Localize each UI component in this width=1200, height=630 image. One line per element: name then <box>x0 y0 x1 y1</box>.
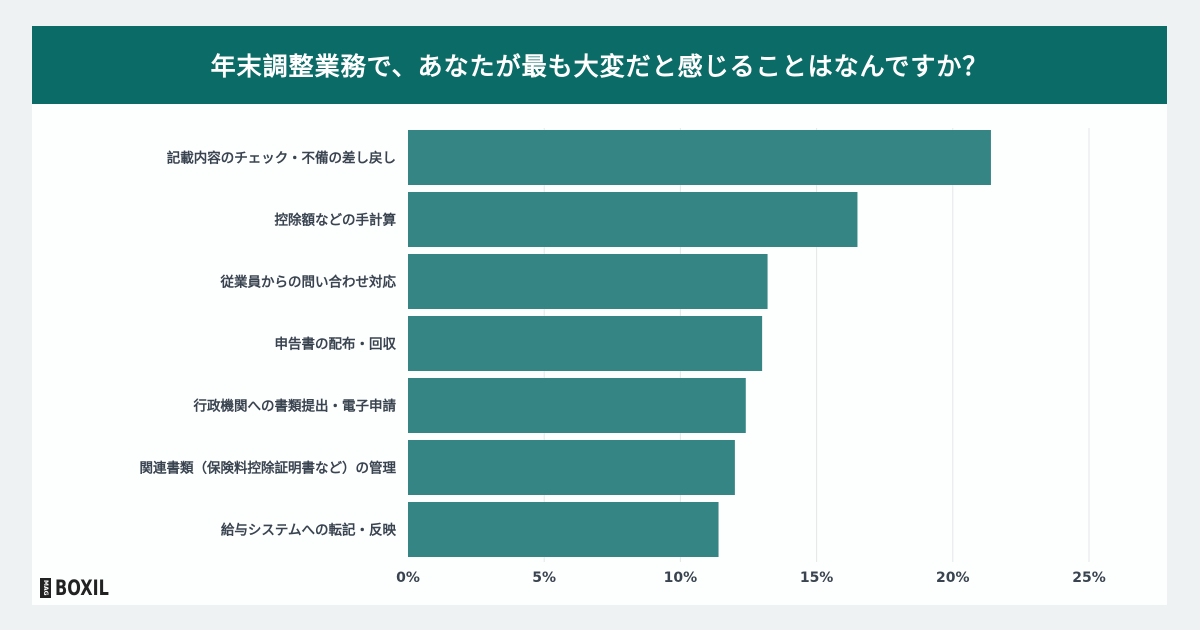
category-label: 従業員からの問い合わせ対応 <box>220 274 397 291</box>
category-label: 給与システムへの転記・反映 <box>221 522 397 539</box>
boxil-logo: MAG BOXIL <box>40 576 118 600</box>
logo-mark: MAG <box>40 578 51 598</box>
x-tick-label: 10% <box>664 570 698 586</box>
bar <box>408 130 991 185</box>
category-label: 申告書の配布・回収 <box>275 336 397 353</box>
bar <box>408 316 763 371</box>
header-banner: 年末調整業務で、あなたが最も大変だと感じることはなんですか？ <box>32 26 1167 104</box>
category-label: 記載内容のチェック・不備の差し戻し <box>167 150 396 167</box>
x-tick-label: 5% <box>532 570 556 586</box>
category-label: 行政機関への書類提出・電子申請 <box>193 398 397 415</box>
bar <box>408 502 719 557</box>
x-tick-label: 0% <box>396 570 420 586</box>
bar <box>408 378 746 433</box>
category-label: 控除額などの手計算 <box>275 212 397 229</box>
bar <box>408 192 858 247</box>
bar <box>408 440 735 495</box>
x-tick-label: 15% <box>800 570 834 586</box>
x-tick-label: 25% <box>1072 570 1106 586</box>
logo-text: BOXIL <box>55 576 109 600</box>
chart-title: 年末調整業務で、あなたが最も大変だと感じることはなんですか？ <box>210 52 989 81</box>
bar <box>408 254 768 309</box>
x-tick-label: 20% <box>936 570 970 586</box>
category-label: 関連書類（保険料控除証明書など）の管理 <box>140 460 397 477</box>
